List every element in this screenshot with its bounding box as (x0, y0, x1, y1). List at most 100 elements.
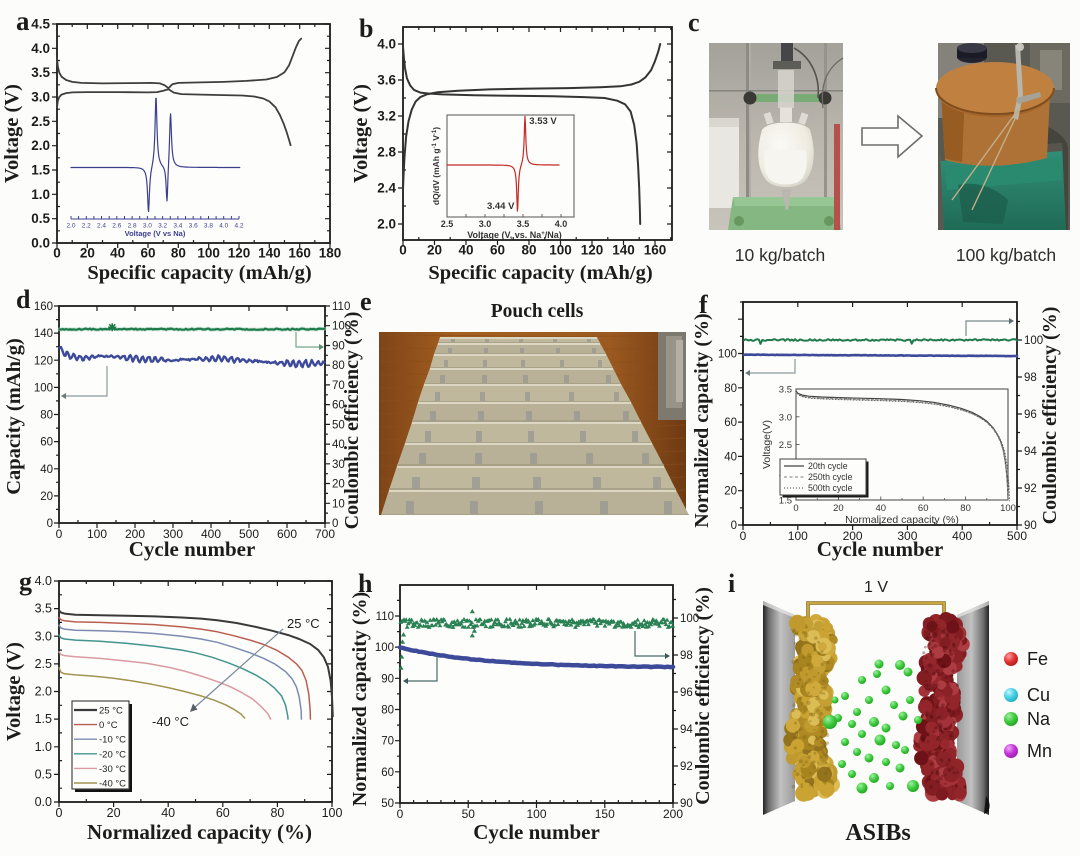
svg-text:20th cycle: 20th cycle (808, 461, 848, 471)
svg-text:40: 40 (110, 246, 125, 261)
svg-text:80: 80 (381, 704, 394, 716)
svg-text:Cycle number: Cycle number (129, 537, 256, 561)
svg-text:100: 100 (332, 321, 351, 333)
svg-text:4.0: 4.0 (555, 219, 568, 229)
svg-text:f: f (699, 290, 708, 319)
svg-text:20: 20 (724, 486, 737, 498)
svg-text:2.6: 2.6 (112, 223, 121, 230)
svg-text:50: 50 (381, 798, 394, 810)
svg-text:92: 92 (680, 761, 693, 773)
svg-text:98: 98 (1024, 372, 1037, 384)
svg-text:0: 0 (397, 807, 404, 821)
svg-text:160: 160 (644, 243, 667, 258)
svg-text:-30 °C: -30 °C (99, 764, 126, 775)
svg-text:100 kg/batch: 100 kg/batch (956, 245, 1056, 265)
svg-text:2.8: 2.8 (128, 223, 137, 230)
svg-text:3.5: 3.5 (35, 602, 52, 616)
svg-text:100: 100 (549, 243, 572, 258)
svg-text:3.2: 3.2 (158, 223, 167, 230)
svg-text:120: 120 (34, 355, 53, 367)
svg-text:90: 90 (332, 340, 345, 352)
svg-text:Normalized capacity (%): Normalized capacity (%) (691, 313, 713, 527)
svg-text:80: 80 (521, 243, 536, 258)
svg-text:98: 98 (680, 650, 693, 662)
svg-text:1 V: 1 V (864, 579, 888, 596)
svg-text:10: 10 (332, 498, 345, 510)
svg-text:0: 0 (731, 520, 737, 532)
svg-text:80: 80 (724, 383, 737, 395)
svg-text:100: 100 (375, 642, 394, 654)
svg-text:60: 60 (332, 400, 345, 412)
svg-text:Coulombic efficiency (%): Coulombic efficiency (%) (692, 587, 714, 805)
svg-text:140: 140 (258, 246, 281, 261)
svg-text:Mn: Mn (1027, 741, 1052, 761)
svg-text:Voltage (V vs Na): Voltage (V vs Na) (125, 229, 186, 238)
svg-text:500: 500 (1007, 529, 1027, 543)
svg-text:100: 100 (87, 527, 107, 541)
svg-text:1.5: 1.5 (31, 163, 50, 178)
svg-text:4.0: 4.0 (377, 37, 396, 52)
svg-text:Normalized capacity (%): Normalized capacity (%) (349, 592, 371, 806)
svg-text:0: 0 (56, 527, 63, 541)
svg-text:1.5: 1.5 (35, 712, 52, 726)
svg-text:20: 20 (427, 243, 442, 258)
svg-text:Capacity (mAh/g): Capacity (mAh/g) (3, 338, 25, 495)
svg-text:20: 20 (40, 491, 53, 503)
svg-text:60: 60 (140, 246, 155, 261)
svg-text:Cycle number: Cycle number (817, 537, 944, 561)
svg-text:94: 94 (1024, 446, 1037, 458)
svg-text:40: 40 (332, 439, 345, 451)
svg-text:3.4: 3.4 (173, 223, 182, 230)
svg-text:300: 300 (897, 529, 917, 543)
svg-text:b: b (359, 14, 373, 43)
svg-text:140: 140 (34, 328, 53, 340)
svg-text:80: 80 (960, 503, 971, 514)
svg-text:h: h (358, 569, 373, 598)
svg-text:2.0: 2.0 (31, 138, 50, 153)
svg-text:0: 0 (56, 806, 63, 820)
svg-text:Voltage (V): Voltage (V) (3, 642, 25, 741)
svg-text:-20 °C: -20 °C (99, 749, 126, 760)
svg-text:70: 70 (332, 380, 345, 392)
svg-text:160: 160 (34, 301, 53, 313)
svg-text:a: a (16, 6, 30, 36)
svg-text:60: 60 (381, 767, 394, 779)
svg-text:110: 110 (376, 611, 394, 623)
svg-text:200: 200 (663, 807, 683, 821)
svg-text:Voltage (V): Voltage (V) (1, 84, 23, 183)
svg-text:100: 100 (322, 806, 343, 820)
svg-text:600: 600 (277, 527, 297, 541)
svg-text:80: 80 (40, 410, 53, 422)
svg-text:-40 °C: -40 °C (152, 714, 189, 729)
svg-text:Voltage(V): Voltage(V) (761, 420, 773, 469)
svg-text:-40 °C: -40 °C (99, 779, 126, 790)
svg-text:Fe: Fe (1027, 649, 1048, 669)
svg-text:4.2: 4.2 (234, 223, 243, 230)
svg-text:3.5: 3.5 (517, 219, 530, 229)
svg-text:c: c (688, 8, 700, 37)
svg-text:Na: Na (1027, 709, 1051, 729)
svg-text:0.5: 0.5 (31, 211, 50, 226)
svg-text:70: 70 (381, 736, 394, 748)
svg-text:2.8: 2.8 (377, 145, 396, 160)
svg-text:2.0: 2.0 (377, 217, 396, 232)
svg-text:2.5: 2.5 (35, 657, 52, 671)
svg-text:20: 20 (80, 246, 95, 261)
svg-text:i: i (728, 569, 735, 598)
svg-text:0: 0 (47, 518, 53, 530)
svg-text:Voltage (V, vs. Na+/Na): Voltage (V, vs. Na+/Na) (467, 230, 562, 240)
svg-text:60: 60 (918, 503, 929, 514)
svg-text:100: 100 (526, 807, 546, 821)
svg-text:80: 80 (332, 360, 345, 372)
svg-text:Normalized capacity (%): Normalized capacity (%) (87, 820, 312, 844)
svg-text:94: 94 (680, 724, 693, 736)
svg-text:3.44 V: 3.44 V (487, 201, 515, 212)
svg-text:3.2: 3.2 (377, 109, 396, 124)
svg-text:90: 90 (680, 798, 693, 810)
svg-text:700: 700 (315, 527, 335, 541)
svg-text:4.0: 4.0 (35, 574, 52, 588)
svg-text:50: 50 (462, 807, 476, 821)
svg-text:160: 160 (288, 246, 311, 261)
svg-text:Pouch cells: Pouch cells (491, 301, 584, 322)
svg-text:0: 0 (332, 518, 338, 530)
